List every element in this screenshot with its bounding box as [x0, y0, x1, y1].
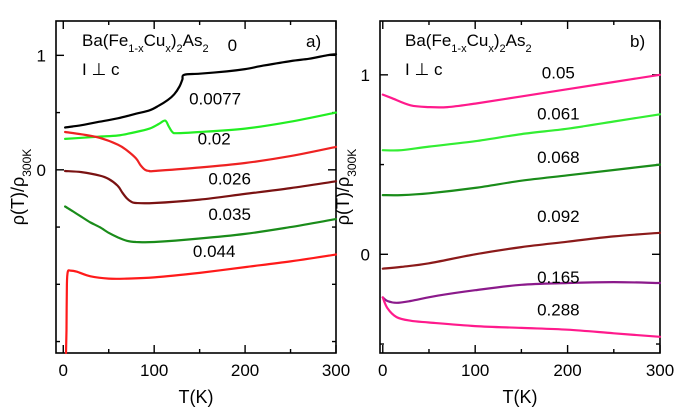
panel-a-x-tick-label: 300	[322, 361, 350, 380]
panel-a-x-tick-label: 0	[59, 361, 68, 380]
panel-a-series-label-0.044: 0.044	[193, 242, 236, 261]
panel-b-y-axis-label: ρ(T)/ρ300K	[333, 149, 359, 226]
panel-a-curves	[63, 53, 338, 355]
panel-b-series-line-0.061	[381, 113, 662, 152]
panel-a-y-axis-label: ρ(T)/ρ300K	[8, 149, 34, 226]
panel-a-series-line-0.02	[63, 130, 338, 173]
panel-a-series-label-0.035: 0.035	[208, 205, 251, 224]
panel-a-series-labels: 0 0.0077 0.02 0.026 0.035 0.044	[189, 36, 251, 261]
panel-a-series-line-0.044	[64, 253, 338, 355]
panel-a-x-tick-labels: 0 100 200 300	[59, 361, 351, 380]
panel-b-frame	[379, 20, 661, 354]
panel-b-x-axis-label: T(K)	[503, 387, 538, 407]
panel-b-label: b)	[630, 32, 645, 51]
panel-b-series-line-0.05	[381, 73, 662, 109]
panel-b-curves	[381, 73, 662, 338]
panel-b-y-tick-label: 0	[361, 245, 370, 264]
panel-b-x-tick-label: 200	[553, 361, 581, 380]
panel-b-series-labels: 0.05 0.061 0.068 0.092 0.165 0.288	[537, 63, 580, 319]
panel-a-series-line-0.035	[63, 205, 338, 244]
panel-a-x-tick-label: 200	[231, 361, 259, 380]
panel-a-ticks	[56, 21, 337, 353]
panel-a-series-label-0.0077: 0.0077	[189, 90, 241, 109]
panel-b-ticks	[380, 21, 661, 353]
panel-a-series-line-0	[63, 53, 338, 129]
panel-a-orientation-note: I ⊥ c	[82, 60, 120, 79]
panel-a-series-line-0.026	[63, 169, 338, 205]
panel-b-x-tick-label: 300	[646, 361, 674, 380]
panel-a-label: a)	[306, 32, 321, 51]
panel-a-x-tick-label: 100	[140, 361, 168, 380]
panel-b-formula: Ba(Fe1-xCux)2As2	[405, 31, 532, 55]
panel-b-orientation-note: I ⊥ c	[405, 60, 443, 79]
panel-a-series-label-0: 0	[228, 36, 237, 55]
panel-b-series-label-0.092: 0.092	[537, 207, 580, 226]
panel-b-series-label-0.068: 0.068	[537, 148, 580, 167]
panel-b-series-label-0.061: 0.061	[537, 105, 580, 124]
panel-a-y-tick-labels: 10	[37, 46, 46, 179]
panel-b-series-label-0.288: 0.288	[537, 300, 580, 319]
panel-b-series-line-0.068	[381, 163, 662, 197]
panel-a-series-label-0.02: 0.02	[198, 130, 231, 149]
panel-b-x-tick-label: 100	[461, 361, 489, 380]
panel-b-series-label-0.165: 0.165	[537, 268, 580, 287]
panel-b-x-tick-label: 0	[378, 361, 387, 380]
panel-a-series-label-0.026: 0.026	[208, 170, 251, 189]
panel-a-y-tick-label: 1	[37, 46, 46, 65]
panel-b-series-line-0.288	[381, 296, 662, 338]
panel-a-y-tick-label: 0	[37, 161, 46, 180]
panel-a-frame	[55, 20, 337, 354]
panel-b-x-tick-labels: 0 100 200 300	[378, 361, 674, 380]
panel-a-x-axis-label: T(K)	[179, 387, 214, 407]
panel-b-series-line-0.092	[381, 231, 662, 270]
panel-b-series-line-0.165	[381, 281, 662, 304]
panel-b-y-tick-label: 1	[361, 66, 370, 85]
panel-a-series-line-0.0077	[63, 111, 338, 140]
panel-b-y-tick-labels: 10	[361, 66, 370, 264]
panel-a-formula: Ba(Fe1-xCux)2As2	[82, 31, 209, 55]
panel-b-series-label-0.05: 0.05	[542, 63, 575, 82]
